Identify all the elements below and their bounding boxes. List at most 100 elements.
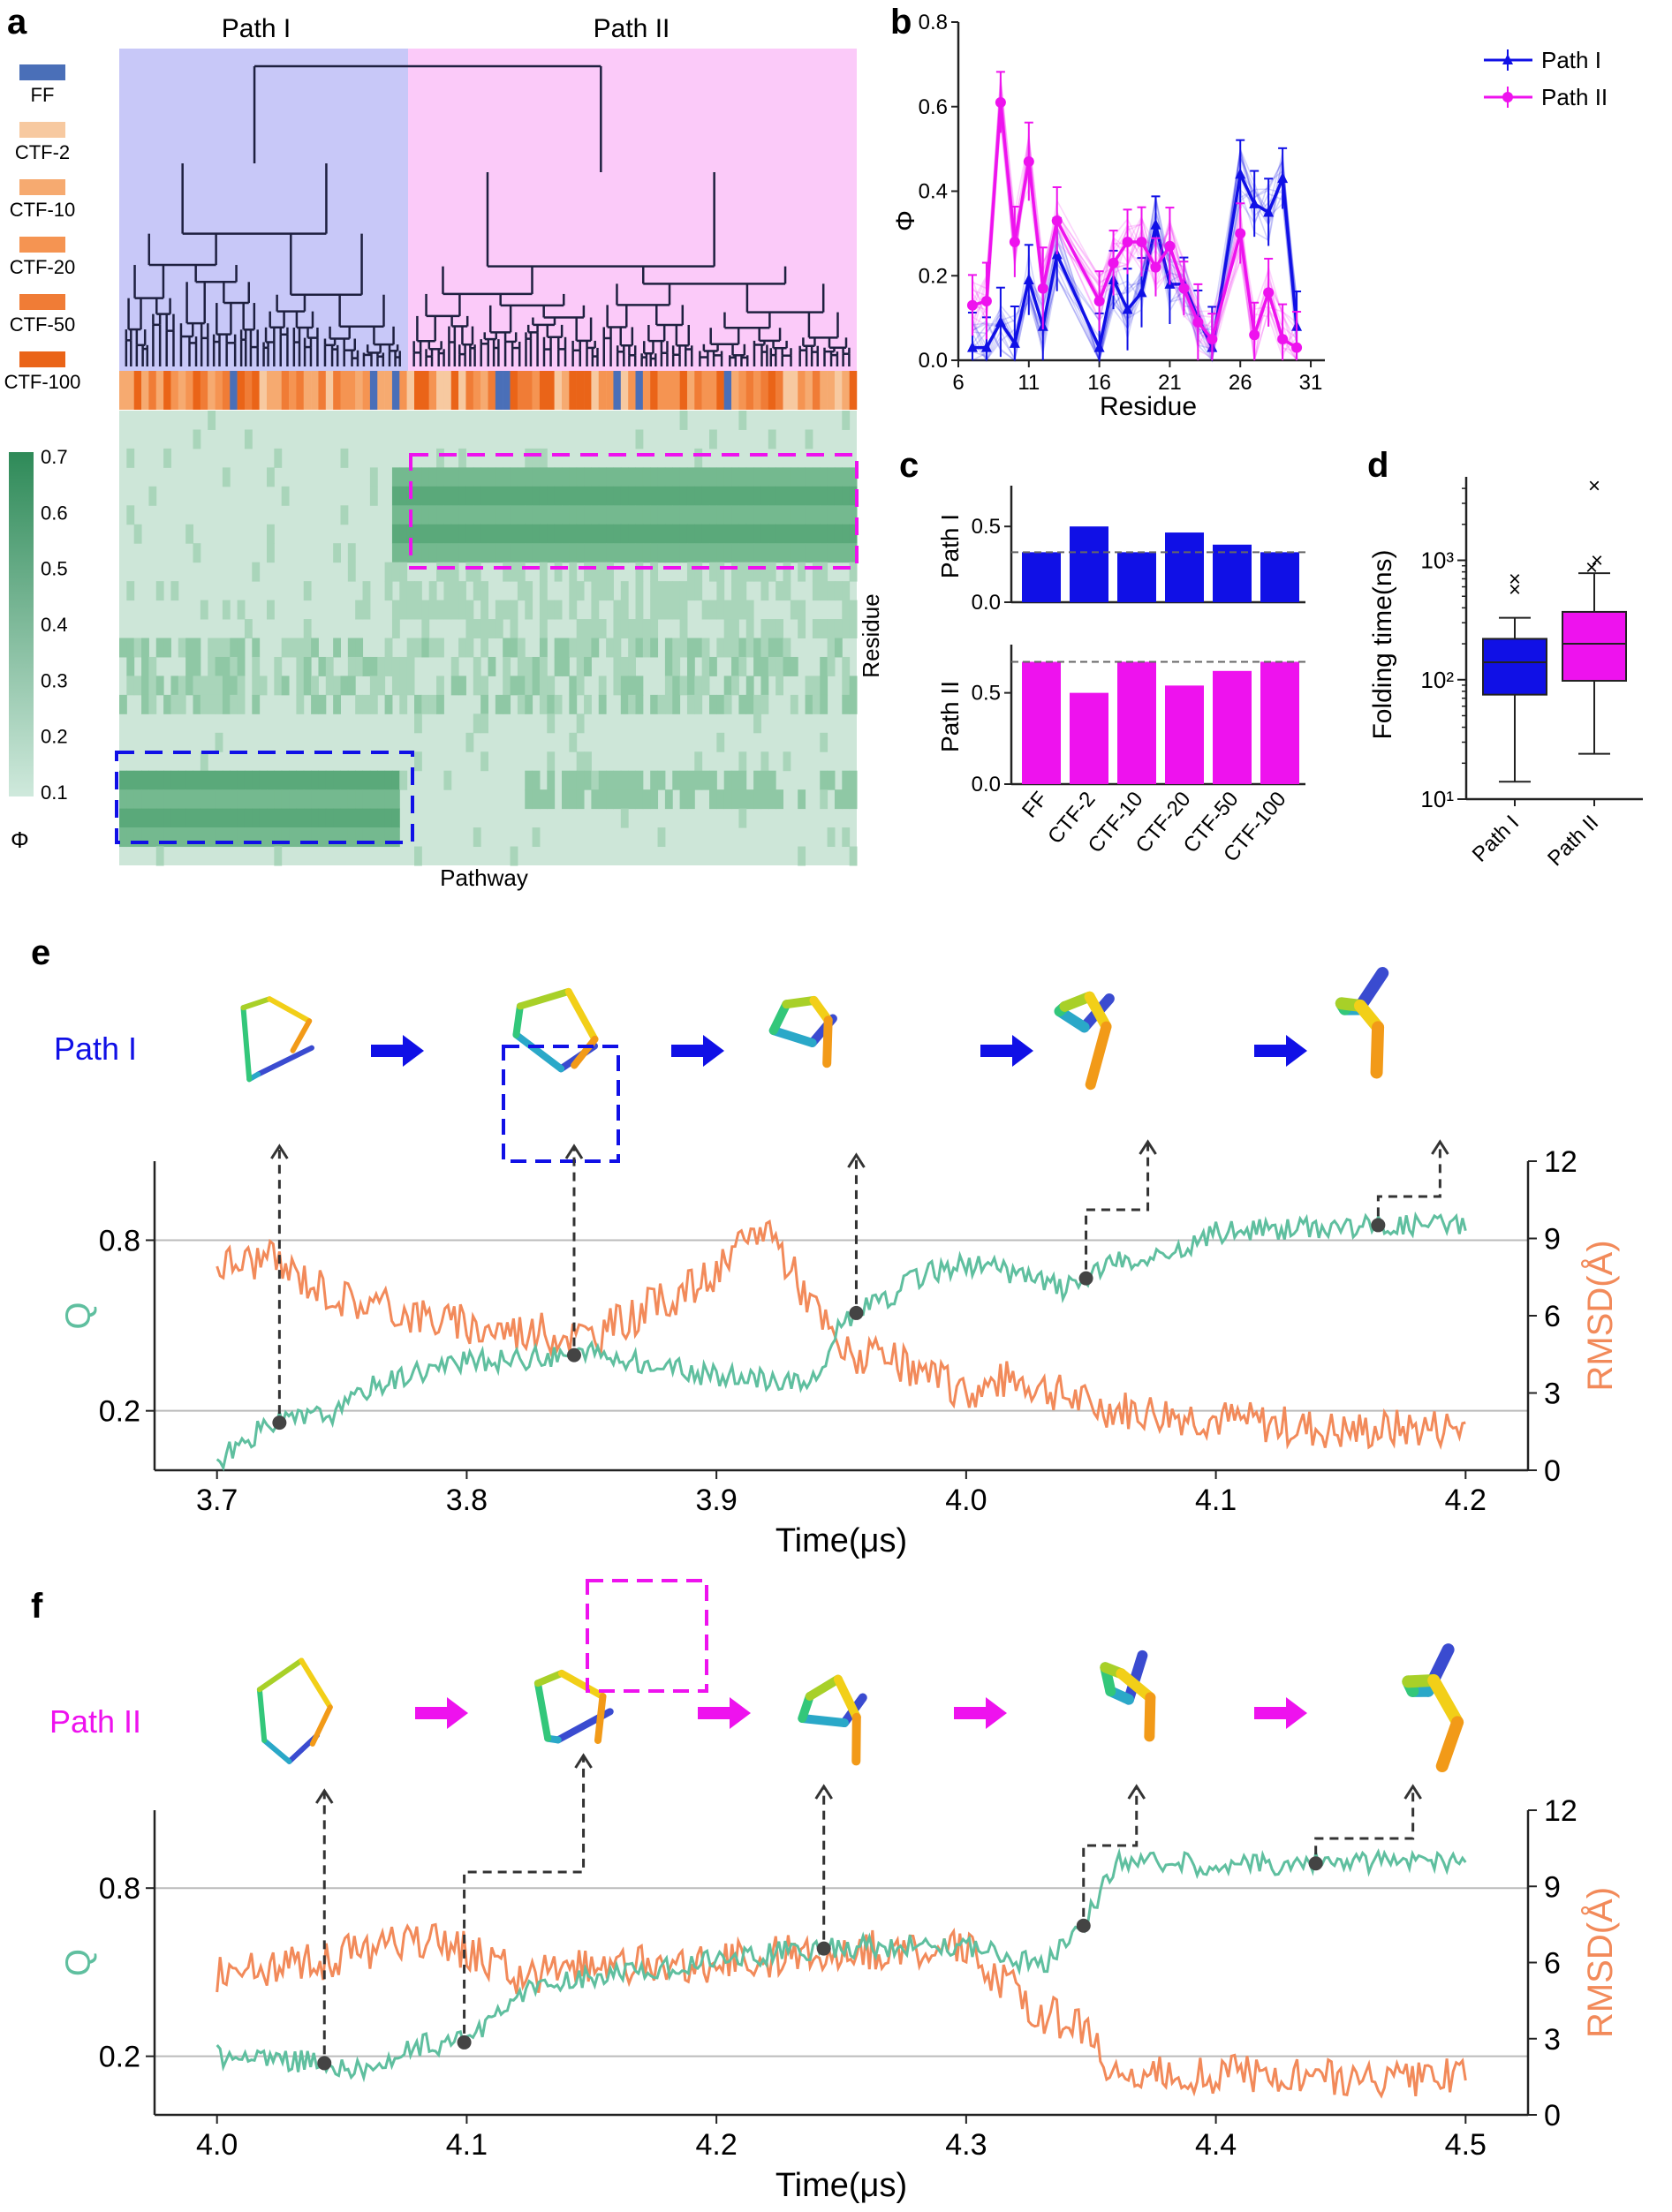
b-xtick-label: 21 — [1158, 371, 1182, 395]
heatmap-cell — [480, 638, 488, 658]
heatmap-cell — [636, 525, 644, 544]
panel-f-label: f — [31, 1587, 43, 1626]
snapshot-marker — [1077, 1919, 1091, 1933]
heatmap-cell — [731, 619, 739, 638]
heatmap-cell — [599, 676, 607, 695]
strip-cell — [775, 371, 783, 410]
heatmap-cell — [525, 487, 533, 506]
b-marker-circle — [1123, 237, 1133, 247]
strip-cell — [141, 371, 149, 410]
heatmap-cell — [496, 695, 503, 714]
heatmap-cell — [577, 638, 585, 658]
heatmap-cell — [480, 487, 488, 506]
heatmap-cell — [746, 789, 754, 809]
strip-cell — [584, 371, 592, 410]
strip-cell — [511, 371, 518, 410]
legend-label-ctf-100: CTF-100 — [4, 371, 81, 393]
heatmap-cell — [451, 581, 459, 600]
heatmap-cell — [465, 525, 473, 544]
heatmap-cell — [850, 695, 858, 714]
heatmap-cell — [216, 638, 223, 658]
heatmap-cell — [798, 562, 806, 582]
heatmap-cell — [126, 638, 134, 658]
heatmap-cell — [451, 600, 459, 620]
heatmap-cell — [820, 581, 828, 600]
phi-heatmap — [119, 411, 858, 866]
heatmap-cell — [702, 487, 710, 506]
heatmap-cell — [806, 525, 813, 544]
heatmap-cell — [724, 487, 732, 506]
heatmap-cell — [577, 487, 585, 506]
heatmap-cell — [511, 525, 518, 544]
heatmap-cell — [813, 676, 821, 695]
heatmap-cell — [392, 789, 400, 809]
heatmap-cell — [216, 789, 223, 809]
heatmap-cell — [724, 638, 732, 658]
backbone-segment — [598, 1696, 603, 1740]
heatmap-cell — [599, 695, 607, 714]
heatmap-cell — [304, 789, 312, 809]
heatmap-cell — [518, 676, 526, 695]
heatmap-cell — [421, 525, 429, 544]
heatmap-cell — [569, 562, 577, 582]
heatmap-cell — [289, 771, 297, 790]
heatmap-cell — [687, 638, 695, 658]
heatmap-cell — [363, 657, 371, 676]
heatmap-cell — [577, 619, 585, 638]
heatmap-cell — [724, 619, 732, 638]
heatmap-cell — [621, 789, 629, 809]
heatmap-cell — [599, 467, 607, 487]
heatmap-cell — [163, 449, 171, 468]
strip-cell — [377, 371, 385, 410]
heatmap-cell — [503, 638, 511, 658]
heatmap-cell — [503, 562, 511, 582]
heatmap-cell — [599, 581, 607, 600]
backbone-segment — [1091, 1027, 1107, 1085]
c-bar — [1117, 661, 1156, 784]
strip-cell — [628, 371, 636, 410]
heatmap-cell — [716, 581, 724, 600]
heatmap-cell — [134, 809, 142, 828]
heatmap-cell — [429, 581, 437, 600]
heatmap-cell — [473, 713, 481, 733]
strip-cell — [252, 371, 260, 410]
heatmap-cell — [163, 789, 171, 809]
heatmap-cell — [274, 847, 282, 866]
heatmap-cell — [555, 467, 563, 487]
heatmap-cell — [636, 543, 644, 562]
heatmap-cell — [687, 676, 695, 695]
heatmap-cell — [775, 525, 783, 544]
heatmap-cell — [738, 771, 746, 790]
heatmap-cell — [465, 562, 473, 582]
protein-structure — [802, 1680, 862, 1762]
heatmap-cell — [842, 789, 850, 809]
heatmap-cell — [694, 695, 702, 714]
heatmap-cell — [148, 657, 156, 676]
heatmap-cell — [562, 771, 570, 790]
heatmap-cell — [289, 809, 297, 828]
heatmap-cell — [473, 619, 481, 638]
heatmap-cell — [496, 619, 503, 638]
heatmap-cell — [399, 505, 407, 525]
c-xtick-label: FF — [1018, 788, 1053, 823]
heatmap-cell — [687, 789, 695, 809]
heatmap-cell — [613, 657, 621, 676]
heatmap-cell — [230, 676, 238, 695]
heatmap-cell — [282, 771, 290, 790]
legend-label-ctf-10: CTF-10 — [10, 199, 76, 221]
heatmap-cell — [680, 771, 688, 790]
heatmap-cell — [533, 676, 541, 695]
heatmap-cell — [156, 638, 164, 658]
heatmap-cell — [835, 505, 843, 525]
backbone-segment — [1434, 1680, 1457, 1722]
backbone-segment — [810, 1680, 838, 1696]
heatmap-cell — [208, 809, 216, 828]
heatmap-cell — [480, 581, 488, 600]
heatmap-cell — [465, 638, 473, 658]
heatmap-cell — [421, 638, 429, 658]
b-marker-circle — [981, 296, 992, 306]
heatmap-cell — [577, 657, 585, 676]
heatmap-cell — [753, 695, 761, 714]
